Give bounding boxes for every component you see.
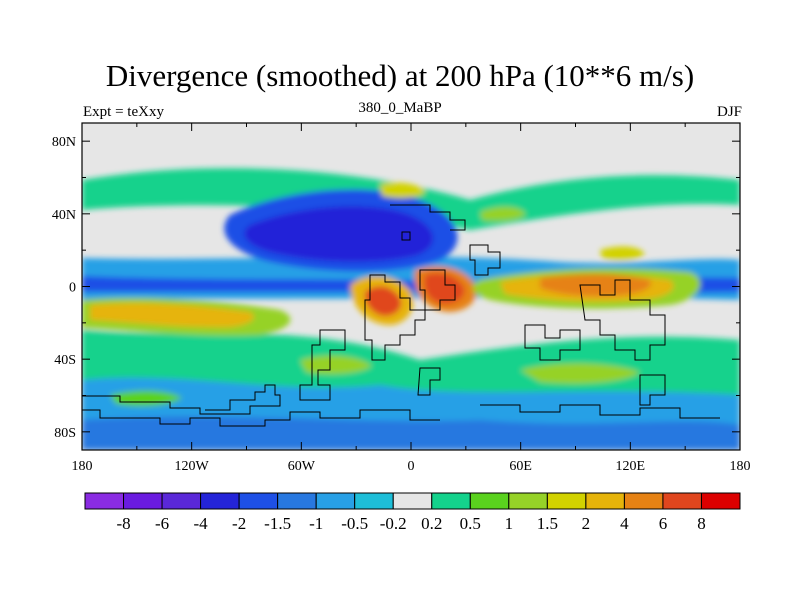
y-tick-label: 40S — [54, 353, 76, 368]
colorbar-label: 1.5 — [537, 514, 558, 533]
x-tick-label: 0 — [408, 459, 415, 474]
colorbar-box — [431, 492, 471, 510]
colorbar-label: -1.5 — [264, 514, 291, 533]
colorbar-label: -4 — [194, 514, 209, 533]
x-tick-label: 180 — [730, 459, 751, 474]
colorbar-box — [700, 492, 741, 510]
colorbar-label: 0.5 — [460, 514, 481, 533]
colorbar-box — [123, 492, 163, 510]
y-tick-label: 40N — [52, 208, 76, 223]
colorbar-box — [469, 492, 510, 510]
time-label: 380_0_MaBP — [358, 100, 442, 116]
colorbar-box — [392, 492, 433, 510]
x-tick-label: 60E — [509, 459, 532, 474]
colorbar-label: -1 — [309, 514, 323, 533]
coastlines — [82, 204, 720, 427]
x-tick-label: 120E — [616, 459, 646, 474]
colorbar-box — [508, 492, 548, 510]
colorbar-box — [161, 492, 202, 510]
colorbar-label: -6 — [155, 514, 169, 533]
colorbar-box — [200, 492, 240, 510]
colorbar-label: -0.5 — [341, 514, 368, 533]
x-tick-label: 120W — [175, 459, 210, 474]
colorbar-box — [315, 492, 356, 510]
colorbar-label: -2 — [232, 514, 246, 533]
colorbar: -8 -6 -4 -2 -1.5 -1 -0.5 -0.2 0.2 0.5 1 1.5 2 4 6 8 — [84, 492, 741, 533]
x-axis: 180 120W 60W 0 60E 120E 180 — [72, 123, 751, 474]
colorbar-box — [662, 492, 702, 510]
y-tick-label: 0 — [69, 281, 76, 296]
colorbar-label: -8 — [116, 514, 130, 533]
colorbar-box — [585, 492, 625, 510]
x-tick-label: 180 — [72, 459, 93, 474]
colorbar-label: 2 — [582, 514, 591, 533]
y-tick-label: 80S — [54, 426, 76, 441]
colorbar-label: 6 — [659, 514, 668, 533]
y-axis: 80N 40N 0 40S 80S — [52, 135, 740, 441]
colorbar-label: -0.2 — [380, 514, 407, 533]
colorbar-box — [84, 492, 125, 510]
colorbar-label: 0.2 — [421, 514, 442, 533]
colorbar-label: 1 — [505, 514, 514, 533]
contour-field — [82, 123, 740, 450]
colorbar-box — [354, 492, 394, 510]
colorbar-label: 4 — [620, 514, 629, 533]
colorbar-box — [546, 492, 587, 510]
colorbar-box — [623, 492, 664, 510]
colorbar-box — [277, 492, 317, 510]
experiment-label: Expt = teXxy — [83, 104, 164, 120]
chart-title: Divergence (smoothed) at 200 hPa (10**6 … — [105, 58, 695, 93]
colorbar-box — [238, 492, 279, 510]
colorbar-label: 8 — [697, 514, 706, 533]
x-tick-label: 60W — [288, 459, 316, 474]
season-label: DJF — [716, 104, 742, 120]
y-tick-label: 80N — [52, 135, 76, 150]
